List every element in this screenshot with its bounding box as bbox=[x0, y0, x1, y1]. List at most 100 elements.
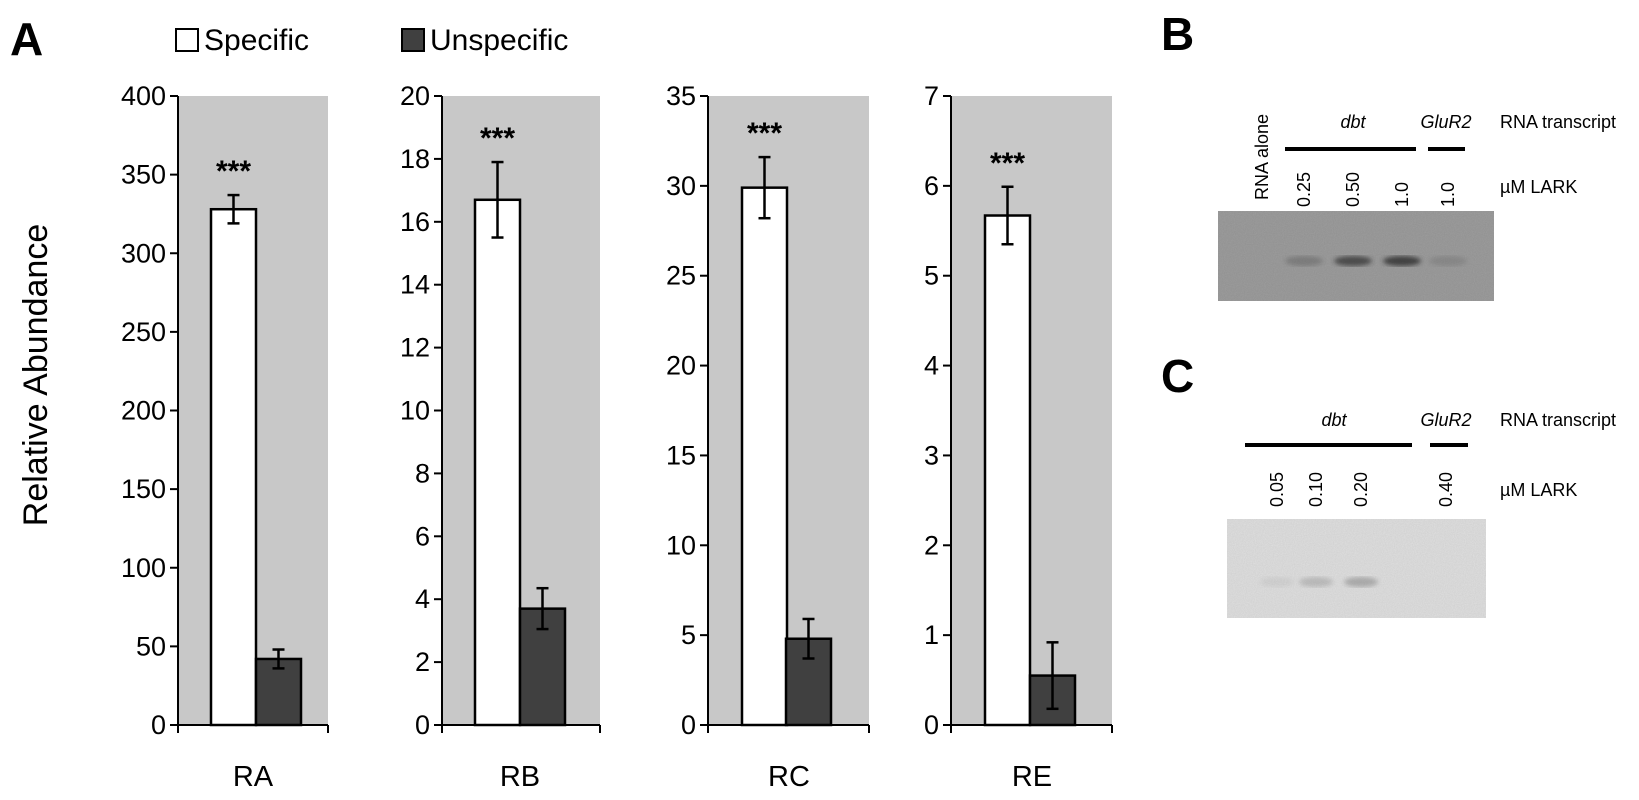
y-axis-label: Relative Abundance bbox=[17, 224, 55, 526]
y-tick-label-rb: 2 bbox=[415, 647, 430, 677]
legend-label-unspecific: Unspecific bbox=[430, 24, 568, 57]
legend-swatch-unspecific bbox=[401, 28, 425, 52]
y-tick-label-ra: 300 bbox=[121, 238, 166, 268]
y-tick-label-rc: 5 bbox=[681, 620, 696, 650]
gel-c-lane-labels: 0.05 0.10 0.20 0.40 0.40 bbox=[0, 0, 1456, 507]
gel-c-band bbox=[1299, 577, 1333, 587]
gel-b-band bbox=[1383, 256, 1421, 266]
bar-rb-specific bbox=[473, 198, 522, 727]
y-tick-label-re: 0 bbox=[924, 710, 939, 740]
y-tick-label-rc: 30 bbox=[666, 171, 696, 201]
gel-c-lane-label: 0.40 bbox=[1436, 472, 1456, 507]
panel-label-c: C bbox=[1161, 350, 1194, 402]
y-tick-label-rb: 6 bbox=[415, 521, 430, 551]
gel-b-image bbox=[1218, 211, 1494, 301]
gel-b-lane-label: 0.25 bbox=[1294, 172, 1314, 207]
y-tick-label-ra: 50 bbox=[136, 631, 166, 661]
y-tick-label-rb: 8 bbox=[415, 458, 430, 488]
y-tick-label-rc: 25 bbox=[666, 261, 696, 291]
y-tick-label-ra: 400 bbox=[121, 81, 166, 111]
y-tick-label-ra: 250 bbox=[121, 317, 166, 347]
gel-c-transcript-label: RNA transcript bbox=[1500, 410, 1616, 430]
y-tick-label-rc: 20 bbox=[666, 351, 696, 381]
bar-re-specific bbox=[983, 214, 1032, 727]
bar-ra-unspecific bbox=[254, 657, 303, 727]
plot-area-rc bbox=[708, 96, 869, 725]
y-tick-label-ra: 0 bbox=[151, 710, 166, 740]
gel-panel-c: C dbt GluR2 RNA transcript µM LARK 0.05 0… bbox=[0, 0, 1616, 618]
panel-label-b: B bbox=[1161, 8, 1194, 60]
y-tick-label-rc: 15 bbox=[666, 440, 696, 470]
plot-area-re bbox=[951, 96, 1112, 725]
gel-b-lane-label: 1.0 bbox=[1392, 182, 1412, 207]
bars-ra: *** bbox=[209, 155, 303, 727]
gel-b-glur2-label: GluR2 bbox=[1420, 112, 1471, 132]
gel-b-lane-label: 0.50 bbox=[1343, 172, 1363, 207]
bar-rc-specific bbox=[740, 186, 789, 727]
gel-b-lark-label: µM LARK bbox=[1500, 177, 1577, 197]
y-tick-label-re: 6 bbox=[924, 171, 939, 201]
gel-c-lark-label: µM LARK bbox=[1500, 480, 1577, 500]
y-tick-label-re: 2 bbox=[924, 530, 939, 560]
gel-c-band bbox=[1260, 577, 1294, 587]
gel-b-transcript-label: RNA transcript bbox=[1500, 112, 1616, 132]
y-tick-label-re: 1 bbox=[924, 620, 939, 650]
legend-swatch-specific bbox=[175, 28, 199, 52]
y-tick-label-rc: 0 bbox=[681, 710, 696, 740]
chart-ra: 0 50 100 150 200 250 300 350 400 *** RA bbox=[121, 81, 329, 793]
chart-rc: 0 5 10 15 20 25 30 35 *** RC bbox=[666, 81, 870, 793]
bar-ra-specific bbox=[209, 207, 258, 727]
y-tick-label-rb: 18 bbox=[400, 144, 430, 174]
gel-b-lane-labels: 0.25 0.50 1.0 1.0 bbox=[1294, 172, 1458, 207]
y-tick-label-rb: 12 bbox=[400, 333, 430, 363]
gel-b-lane-label: 1.0 bbox=[1438, 182, 1458, 207]
y-ticks-ra: 0 50 100 150 200 250 300 350 400 bbox=[121, 81, 329, 740]
gel-c-image bbox=[1227, 519, 1486, 618]
y-tick-label-rc: 35 bbox=[666, 81, 696, 111]
gel-c-lane-label: 0.20 bbox=[1351, 472, 1371, 507]
gel-c-lane-label: 0.40 bbox=[0, 0, 35, 4]
gel-b-band bbox=[1334, 256, 1372, 266]
category-label-rc: RC bbox=[768, 761, 810, 793]
panel-label-a: A bbox=[10, 13, 43, 65]
y-tick-label-ra: 200 bbox=[121, 396, 166, 426]
category-label-rb: RB bbox=[500, 761, 540, 793]
bars-rb: *** bbox=[473, 122, 567, 727]
gel-b-rna-alone: RNA alone bbox=[1252, 114, 1272, 200]
y-ticks-rb: 0 2 4 6 8 10 12 14 16 18 20 bbox=[400, 81, 601, 740]
category-label-re: RE bbox=[1012, 761, 1052, 793]
significance-rc: *** bbox=[747, 117, 782, 150]
gel-c-band bbox=[1344, 577, 1378, 587]
bar-rc-unspecific bbox=[784, 637, 833, 727]
legend: Specific Unspecific bbox=[175, 24, 568, 57]
category-label-ra: RA bbox=[233, 761, 274, 793]
gel-b-band bbox=[1429, 256, 1467, 266]
y-tick-label-ra: 100 bbox=[121, 553, 166, 583]
chart-rb: 0 2 4 6 8 10 12 14 16 18 20 *** RB bbox=[400, 81, 601, 793]
chart-re: 0 1 2 3 4 5 6 7 *** RE bbox=[924, 81, 1113, 793]
significance-rb: *** bbox=[480, 122, 515, 155]
legend-label-specific: Specific bbox=[204, 24, 309, 57]
gel-c-dbt-label: dbt bbox=[1321, 410, 1347, 430]
y-tick-label-rb: 20 bbox=[400, 81, 430, 111]
bars-rc: *** bbox=[740, 117, 833, 727]
y-tick-label-rb: 4 bbox=[415, 584, 430, 614]
gel-panel-b: B RNA alone dbt GluR2 RNA transcript µM … bbox=[1161, 8, 1616, 301]
gel-b-bands bbox=[1285, 256, 1467, 266]
y-tick-label-re: 5 bbox=[924, 261, 939, 291]
y-tick-label-ra: 350 bbox=[121, 160, 166, 190]
y-tick-label-rb: 10 bbox=[400, 396, 430, 426]
bars-re: *** bbox=[983, 147, 1077, 727]
gel-b-dbt-label: dbt bbox=[1340, 112, 1366, 132]
y-tick-label-ra: 150 bbox=[121, 474, 166, 504]
y-tick-label-re: 3 bbox=[924, 440, 939, 470]
significance-ra: *** bbox=[216, 155, 251, 188]
gel-b-band bbox=[1285, 256, 1323, 266]
y-ticks-re: 0 1 2 3 4 5 6 7 bbox=[924, 81, 1113, 740]
gel-c-bands bbox=[1260, 577, 1378, 587]
gel-c-lane-label: 0.05 bbox=[1267, 472, 1287, 507]
significance-re: *** bbox=[990, 147, 1025, 180]
y-tick-label-rb: 0 bbox=[415, 710, 430, 740]
y-ticks-rc: 0 5 10 15 20 25 30 35 bbox=[666, 81, 870, 740]
